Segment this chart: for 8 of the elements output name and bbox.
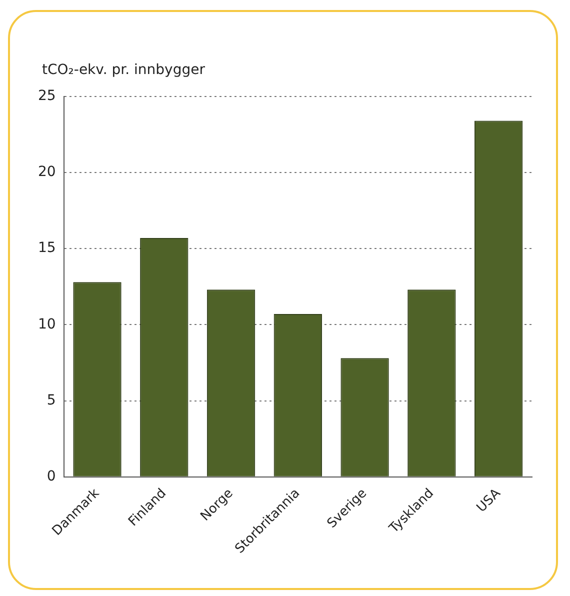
- y-tick-label: 15: [38, 240, 56, 256]
- y-tick-label: 20: [38, 164, 56, 180]
- y-tick-label: 0: [46, 468, 56, 485]
- y-axis-title: tCO₂-ekv. pr. innbygger: [42, 62, 205, 78]
- y-tick-label: 25: [38, 88, 56, 104]
- x-tick-label: USA: [474, 486, 504, 516]
- y-tick-label: 10: [38, 316, 56, 332]
- y-tick-label: 5: [46, 392, 56, 408]
